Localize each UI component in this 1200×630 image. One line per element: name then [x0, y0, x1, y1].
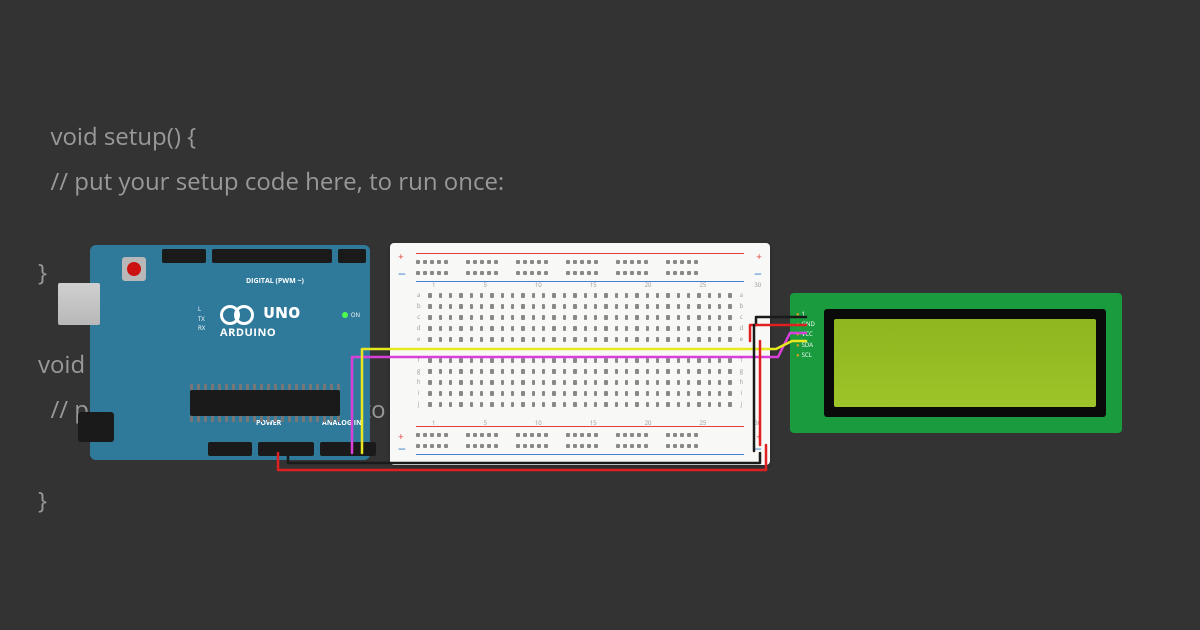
lcd-bezel — [824, 309, 1106, 417]
plus-marker: + — [756, 249, 762, 263]
minus-marker: − — [398, 440, 406, 459]
rail-holes — [416, 443, 744, 449]
power-rail-top — [416, 253, 744, 282]
header-bot-2 — [258, 442, 314, 456]
rail-holes — [416, 270, 744, 276]
rail-holes — [416, 259, 744, 265]
code-line-9: } — [38, 484, 47, 517]
model-label: UNO — [263, 303, 300, 323]
power-jack — [78, 412, 114, 442]
digital-label: DIGITAL (PWM ~) — [246, 277, 304, 286]
lcd-pin: 1 — [796, 309, 815, 319]
col-numbers-bot: 1 5 10 15 20 25 30 — [432, 419, 761, 427]
code-line-4: } — [38, 256, 47, 289]
lcd-module: 1 GND VCC SDA SCL — [790, 293, 1122, 433]
lcd-pin: GND — [796, 319, 815, 329]
header-top-1 — [162, 249, 206, 263]
header-bot-1 — [208, 442, 252, 456]
on-led-label: ON — [342, 311, 360, 319]
breadboard-main: aabbccddeeffgghhiijj — [416, 291, 744, 417]
breadboard: + − + − + − + − 1 5 10 15 20 25 30 — [390, 243, 770, 465]
arduino-board: DIGITAL (PWM ~) POWER ANALOG IN UNO ARDU… — [90, 245, 370, 460]
reset-button — [122, 257, 146, 281]
code-line-2: // put your setup code here, to run once… — [38, 165, 504, 198]
arduino-logo: UNO ARDUINO — [220, 303, 301, 340]
code-line-1: void setup() { — [50, 120, 196, 153]
lcd-pin: SCL — [796, 350, 815, 360]
atmega-chip — [190, 390, 340, 416]
lcd-pin: SDA — [796, 340, 815, 350]
usb-port — [58, 283, 100, 325]
lcd-screen — [834, 319, 1096, 407]
header-top-3 — [338, 249, 366, 263]
header-top-2 — [212, 249, 332, 263]
lcd-pin: VCC — [796, 329, 815, 339]
rail-holes — [416, 432, 744, 438]
minus-marker: − — [398, 265, 406, 284]
circuit-diagram: DIGITAL (PWM ~) POWER ANALOG IN UNO ARDU… — [60, 245, 1160, 495]
plus-marker: + — [398, 249, 404, 263]
minus-marker: − — [754, 440, 762, 459]
header-bot-3 — [320, 442, 376, 456]
brand-label: ARDUINO — [220, 325, 276, 340]
col-numbers-top: 1 5 10 15 20 25 30 — [432, 281, 761, 289]
lcd-pin-labels: 1 GND VCC SDA SCL — [796, 309, 815, 360]
led-labels: L TX RX — [198, 305, 205, 334]
power-rail-bottom — [416, 426, 744, 455]
